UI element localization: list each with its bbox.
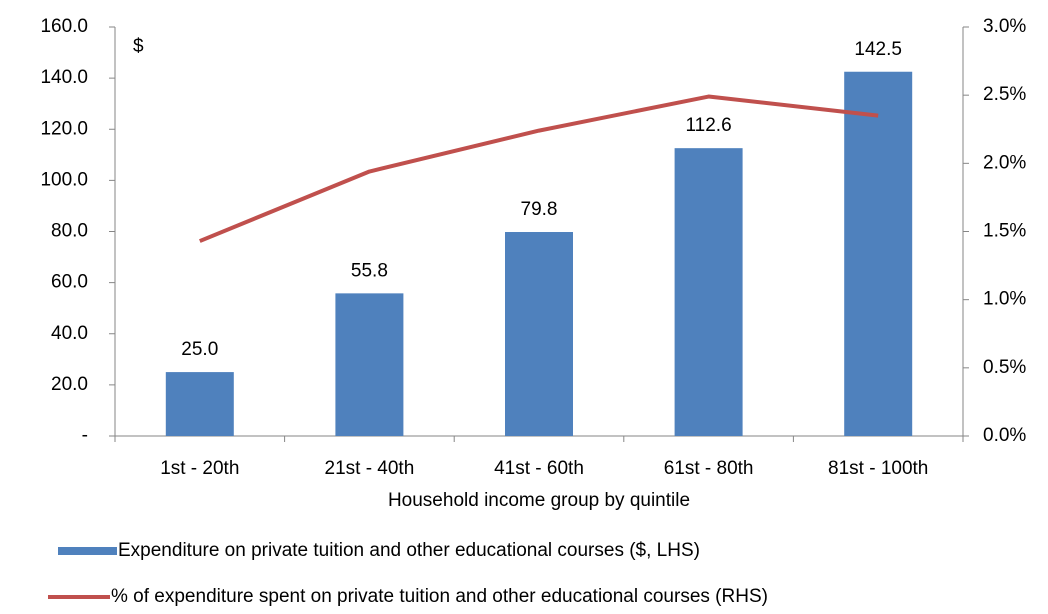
- y2-tick-label: 3.0%: [983, 16, 1026, 37]
- data-label: 25.0: [181, 339, 218, 360]
- x-tick-label: 21st - 40th: [325, 458, 415, 479]
- y-tick-label: -: [82, 425, 88, 446]
- x-axis-label: Household income group by quintile: [388, 490, 690, 511]
- unit-annotation: $: [133, 36, 144, 57]
- y2-tick-label: 0.5%: [983, 357, 1026, 378]
- y2-tick-label: 0.0%: [983, 425, 1026, 446]
- y-tick-label: 40.0: [51, 323, 88, 344]
- bar: [844, 71, 913, 436]
- data-label: 112.6: [686, 115, 732, 136]
- data-label: 79.8: [521, 199, 558, 220]
- bar: [165, 372, 234, 436]
- y-tick-label: 60.0: [51, 272, 88, 293]
- y-tick-label: 20.0: [51, 374, 88, 395]
- y-tick-label: 120.0: [40, 118, 88, 139]
- y-tick-label: 140.0: [40, 67, 88, 88]
- y2-tick-label: 2.0%: [983, 152, 1026, 173]
- y2-tick-label: 2.5%: [983, 84, 1026, 105]
- y-tick-label: 80.0: [51, 221, 88, 242]
- bar: [505, 232, 573, 436]
- x-tick-label: 61st - 80th: [664, 458, 754, 479]
- data-label: 55.8: [351, 260, 388, 281]
- line: [199, 94, 879, 243]
- legend-label: Expenditure on private tuition and other…: [118, 540, 700, 561]
- bar: [674, 148, 743, 436]
- x-tick-label: 1st - 20th: [160, 458, 239, 479]
- y2-tick-label: 1.0%: [983, 289, 1026, 310]
- x-tick-label: 41st - 60th: [494, 458, 584, 479]
- y-tick-label: 160.0: [40, 16, 88, 37]
- bar: [335, 293, 404, 436]
- data-label: 142.5: [854, 39, 902, 60]
- legend-swatch: [58, 547, 117, 555]
- x-tick-label: 81st - 100th: [828, 458, 928, 479]
- legend-label: % of expenditure spent on private tuitio…: [111, 586, 768, 607]
- y2-tick-label: 1.5%: [983, 221, 1026, 242]
- y-tick-label: 100.0: [40, 169, 88, 190]
